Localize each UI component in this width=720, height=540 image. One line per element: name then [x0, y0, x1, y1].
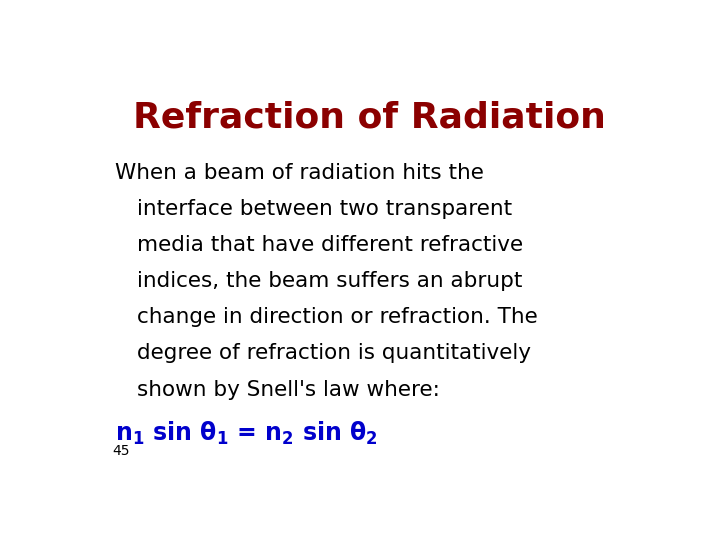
Text: shown by Snell's law where:: shown by Snell's law where: [138, 380, 441, 400]
Text: 45: 45 [112, 444, 130, 458]
Text: degree of refraction is quantitatively: degree of refraction is quantitatively [138, 343, 531, 363]
Text: interface between two transparent: interface between two transparent [138, 199, 513, 219]
Text: When a beam of radiation hits the: When a beam of radiation hits the [115, 163, 484, 183]
Text: media that have different refractive: media that have different refractive [138, 235, 523, 255]
Text: Refraction of Radiation: Refraction of Radiation [132, 100, 606, 134]
Text: $\mathregular{n_1}$ sin $\mathregular{\theta_1}$ = $\mathregular{n_2}$ sin $\mat: $\mathregular{n_1}$ sin $\mathregular{\t… [115, 420, 378, 447]
Text: change in direction or refraction. The: change in direction or refraction. The [138, 307, 538, 327]
Text: indices, the beam suffers an abrupt: indices, the beam suffers an abrupt [138, 271, 523, 291]
